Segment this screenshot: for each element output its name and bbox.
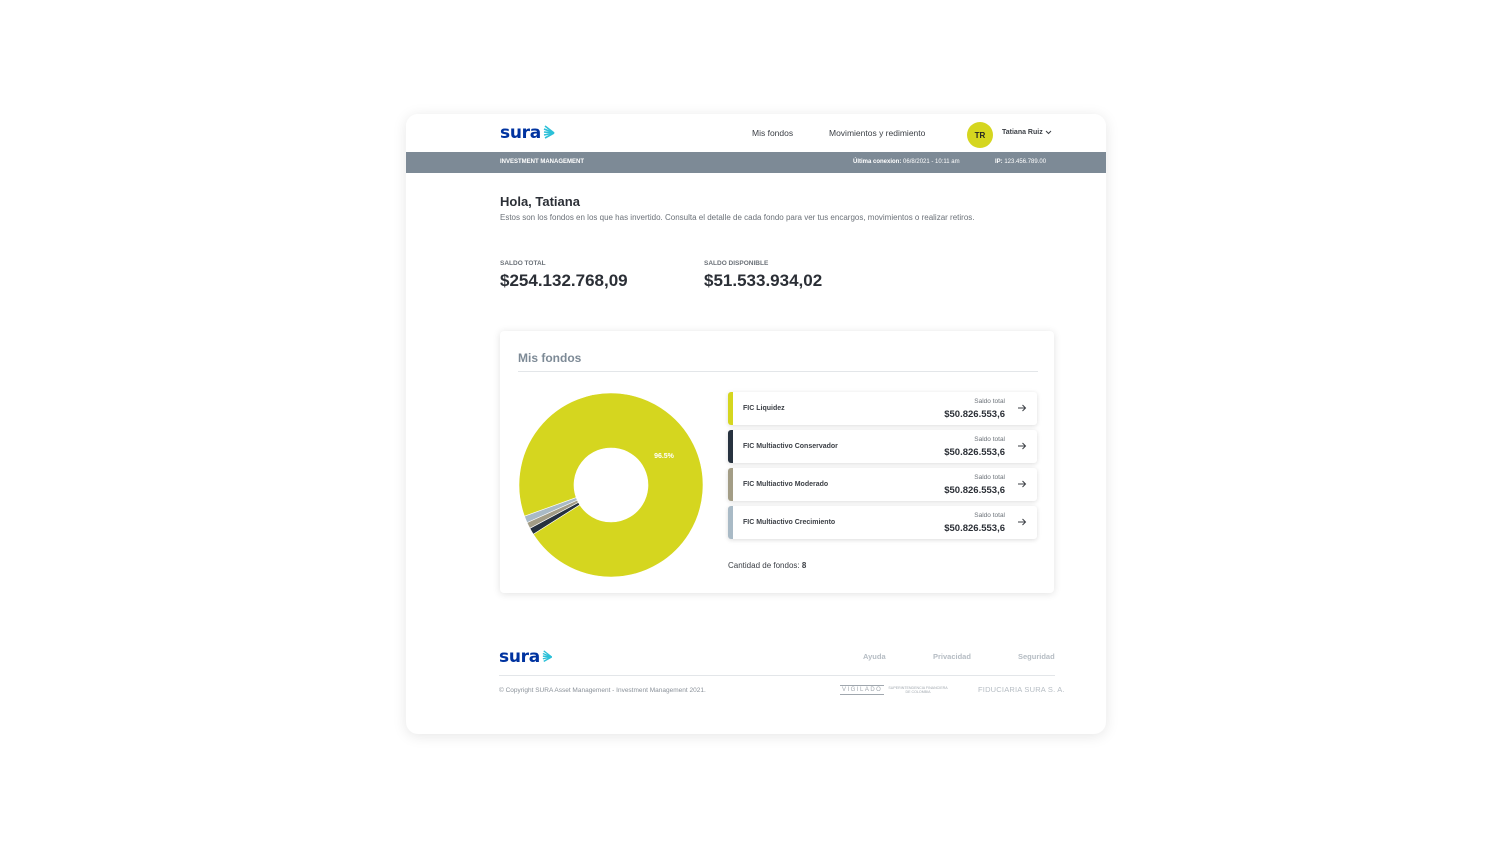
fund-balance-value: $50.826.553,6 [944, 447, 1005, 458]
fund-balance-label: Saldo total [974, 474, 1005, 481]
nav-mis-fondos[interactable]: Mis fondos [752, 128, 794, 138]
copyright: © Copyright SURA Asset Management - Inve… [499, 687, 706, 694]
sura-logo[interactable]: sura [500, 123, 559, 143]
fund-name: FIC Multiactivo Crecimiento [743, 519, 836, 526]
funds-donut-chart: 96.5% [518, 392, 704, 578]
kpi-available-label: SALDO DISPONIBLE [704, 260, 769, 267]
fund-count-label: Cantidad de fondos: [728, 561, 800, 570]
footer-link-seguridad[interactable]: Seguridad [1018, 652, 1055, 661]
footer-link-privacidad[interactable]: Privacidad [933, 652, 971, 661]
app-window: sura Mis fondos Movimientos y redimiento… [406, 114, 1106, 734]
fund-name: FIC Multiactivo Conservador [743, 443, 838, 450]
superintendencia-line-2: DE COLOMBIA [905, 690, 931, 694]
fund-balance-label: Saldo total [974, 512, 1005, 519]
arrow-right-icon[interactable] [1017, 403, 1027, 413]
arrow-right-icon[interactable] [1017, 441, 1027, 451]
greeting-title: Hola, Tatiana [500, 194, 580, 209]
superintendencia-line-1: SUPERINTENDENCIA FINANCIERA [888, 685, 948, 690]
fund-color-bar [728, 392, 733, 425]
fiduciaria-logo: FIDUCIARIA SURA S. A. [978, 685, 1065, 694]
pie-data-label: 96.5% [654, 453, 675, 460]
fund-row[interactable]: FIC Multiactivo Moderado Saldo total $50.8… [728, 468, 1037, 501]
fund-count-value: 8 [801, 561, 807, 570]
footer-logo-text: sura [499, 647, 540, 667]
superintendencia: SUPERINTENDENCIA FINANCIERA DE COLOMBIA [888, 686, 947, 695]
pie-slice-fic-liquidez [518, 392, 704, 578]
chevron-down-icon [1045, 130, 1052, 135]
footer-logo[interactable]: sura [499, 647, 556, 667]
funds-card: Mis fondos 96.5% FIC Liquidez Saldo total… [500, 331, 1054, 593]
fund-balance-value: $50.826.553,6 [944, 409, 1005, 420]
last-connection: Última conexion: 06/8/2021 - 10:11 am [853, 159, 960, 165]
kpi-total-value: $254.132.768,09 [500, 271, 628, 290]
fund-row[interactable]: FIC Multiactivo Conservador Saldo total $5… [728, 430, 1037, 463]
user-menu[interactable]: Tatiana Ruiz [1002, 129, 1052, 136]
nav-movimientos[interactable]: Movimientos y redimiento [829, 128, 926, 138]
fund-name: FIC Multiactivo Moderado [743, 481, 829, 488]
fund-row[interactable]: FIC Multiactivo Crecimiento Saldo total $5… [728, 506, 1037, 539]
fund-color-bar [728, 430, 733, 463]
footer-divider [499, 675, 1055, 676]
fund-row[interactable]: FIC Liquidez Saldo total $50.826.553,6 [728, 392, 1037, 425]
arrow-right-icon[interactable] [1017, 479, 1027, 489]
ip-label: IP: [995, 159, 1003, 165]
user-name: Tatiana Ruiz [1002, 129, 1043, 136]
footer-link-ayuda[interactable]: Ayuda [863, 652, 886, 661]
status-bar: INVESTMENT MANAGEMENT Última conexion: 0… [406, 152, 1106, 173]
card-divider [518, 371, 1038, 372]
sura-wing-icon [542, 650, 552, 662]
sura-wing-icon [543, 125, 555, 139]
greeting-subtitle: Estos son los fondos en los que has inve… [500, 213, 975, 222]
kpi-total-label: SALDO TOTAL [500, 260, 546, 267]
last-connection-label: Última conexion: [853, 159, 902, 165]
fund-balance-value: $50.826.553,6 [944, 523, 1005, 534]
vigilado-label: VIGILADO [840, 685, 885, 695]
fund-balance-value: $50.826.553,6 [944, 485, 1005, 496]
fund-balance-label: Saldo total [974, 398, 1005, 405]
fund-balance-label: Saldo total [974, 436, 1005, 443]
ip-address: IP: 123.456.789.00 [995, 159, 1046, 165]
section-label: INVESTMENT MANAGEMENT [500, 159, 584, 165]
fund-name: FIC Liquidez [743, 405, 785, 412]
ip-value: 123.456.789.00 [1004, 159, 1047, 165]
card-title: Mis fondos [518, 351, 582, 365]
fund-count: Cantidad de fondos: 8 [728, 561, 806, 570]
kpi-available-value: $51.533.934,02 [704, 271, 823, 290]
vigilado-seal: VIGILADO SUPERINTENDENCIA FINANCIERA DE … [840, 685, 948, 695]
top-navbar: sura Mis fondos Movimientos y redimiento… [406, 114, 1106, 152]
logo-text: sura [500, 123, 541, 143]
arrow-right-icon[interactable] [1017, 517, 1027, 527]
fund-color-bar [728, 506, 733, 539]
avatar[interactable]: TR [967, 122, 993, 148]
last-connection-value: 06/8/2021 - 10:11 am [903, 159, 960, 165]
fund-color-bar [728, 468, 733, 501]
